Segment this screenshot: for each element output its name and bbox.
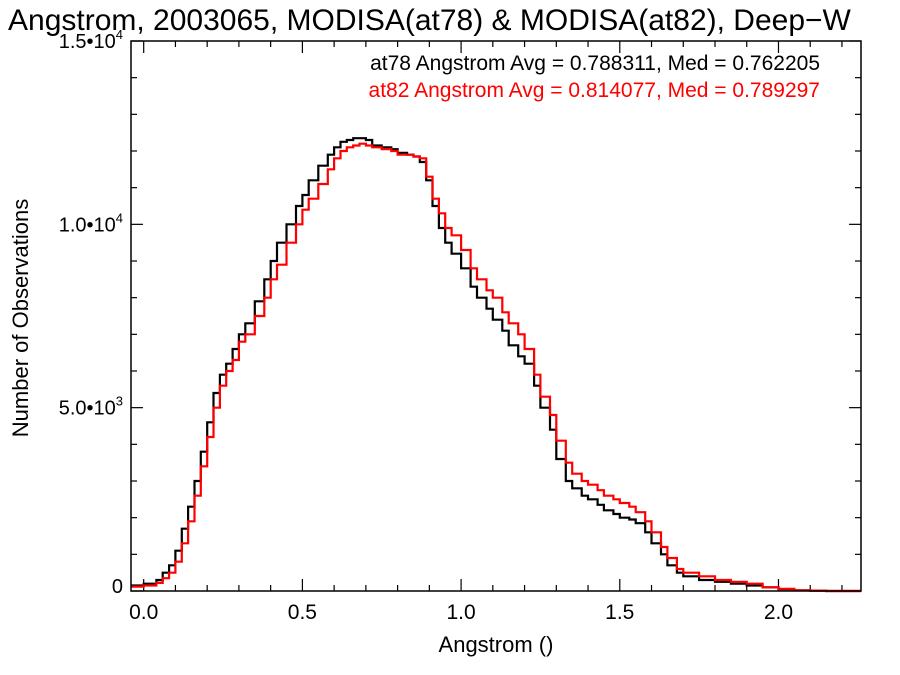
- x-tick-label: 0.0: [129, 601, 158, 624]
- y-axis-label: Number of Observations: [8, 199, 33, 437]
- axis-tick-labels: 0.0 0.5 1.0 1.5 2.0 0 5.0•103 1.0•104 1.5•104: [59, 27, 793, 624]
- series-layer: [131, 137, 861, 593]
- x-tick-label: 1.0: [446, 601, 475, 624]
- axis-ticks: [131, 40, 861, 592]
- annotation-at78: at78 Angstrom Avg = 0.788311, Med = 0.76…: [370, 52, 820, 75]
- y-axis-label-text: Number of Observations: [8, 199, 33, 437]
- x-tick-label: 2.0: [764, 601, 793, 624]
- annotation-at82: at82 Angstrom Avg = 0.814077, Med = 0.78…: [369, 79, 820, 102]
- x-tick-label: 0.5: [288, 601, 317, 624]
- y-tick-label: 0: [112, 576, 123, 598]
- plot-frame: [130, 40, 862, 592]
- series-at78-line: [131, 137, 861, 593]
- y-tick-label: 1.0•104: [59, 210, 123, 236]
- x-tick-label: 1.5: [605, 601, 634, 624]
- x-axis-label: Angstrom (): [439, 632, 554, 657]
- series-at82-line: [131, 142, 861, 593]
- y-tick-label: 5.0•103: [59, 394, 123, 420]
- chart-title: Angstrom, 2003065, MODISA(at78) & MODISA…: [8, 4, 852, 37]
- y-tick-label: 1.5•104: [59, 27, 123, 53]
